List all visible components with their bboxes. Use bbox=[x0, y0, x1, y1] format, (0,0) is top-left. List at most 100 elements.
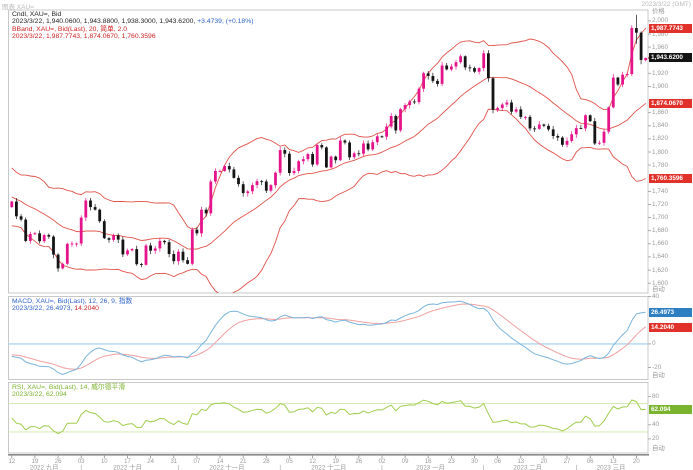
price-tick-label: 1,600 bbox=[652, 279, 668, 287]
price-tick-label: 1,780 bbox=[652, 161, 668, 169]
candle-body bbox=[177, 251, 180, 262]
candle-body bbox=[454, 62, 458, 67]
macd-signal-badge: 14.2040 bbox=[649, 322, 692, 332]
candle-body bbox=[260, 181, 264, 183]
time-tick-day-label: 30 bbox=[471, 459, 478, 465]
time-tick-day-label: 03 bbox=[78, 459, 85, 465]
time-tick-day-label: 14 bbox=[217, 459, 224, 465]
candle-body bbox=[528, 116, 532, 129]
price-tick-label: 1,900 bbox=[652, 83, 668, 90]
candle-body bbox=[533, 128, 536, 130]
candle-body bbox=[28, 234, 32, 241]
candle-body bbox=[491, 78, 495, 110]
price-tick-label: 1,620 bbox=[652, 266, 668, 274]
candle-body bbox=[422, 73, 425, 89]
rsi-series-label: RSI, XAU=, Bid(Last), 14, 威尔德平滑 bbox=[12, 384, 126, 391]
candle-body bbox=[524, 116, 527, 118]
price-tick-label: 1,820 bbox=[652, 135, 668, 143]
price-tick-label: 1,680 bbox=[652, 227, 668, 235]
candle-body bbox=[436, 80, 439, 84]
time-tick-day-label: 21 bbox=[240, 459, 247, 465]
price-axis-auto-label[interactable]: 自动 bbox=[652, 286, 665, 293]
change-values: +3.4739, (+0.18%) bbox=[197, 18, 254, 26]
time-axis-month-label: 2023 一月 bbox=[416, 464, 445, 470]
candle-body bbox=[315, 145, 319, 165]
macd-signal-value: 14.2040 bbox=[74, 304, 99, 312]
time-tick-day-label: 06 bbox=[494, 459, 501, 465]
candle-body bbox=[251, 185, 254, 192]
macd-tick-label: 0 bbox=[652, 340, 656, 348]
candle-body bbox=[255, 181, 259, 186]
candle-body bbox=[371, 142, 375, 150]
candle-body bbox=[412, 101, 416, 103]
candle-body bbox=[121, 239, 125, 255]
candle-body bbox=[561, 137, 564, 145]
candle-body bbox=[38, 233, 41, 242]
candle-body bbox=[297, 161, 301, 171]
time-tick-day-label: 10 bbox=[101, 459, 108, 465]
bband-values: 2023/3/22, 1,987.7743, 1,874.0670, 1,760… bbox=[12, 33, 156, 41]
time-tick-day-label: 20 bbox=[633, 459, 640, 465]
candle-body bbox=[190, 229, 194, 264]
month-separator: | bbox=[178, 465, 180, 470]
candles-layer bbox=[10, 14, 648, 272]
candle-body bbox=[10, 201, 14, 208]
candle-body bbox=[283, 150, 287, 154]
candle-body bbox=[223, 166, 226, 171]
candle-body bbox=[380, 136, 384, 138]
candle-body bbox=[366, 143, 370, 150]
candle-body bbox=[621, 74, 624, 85]
price-axis-title: 价格 bbox=[652, 8, 665, 15]
candle-body bbox=[426, 73, 430, 76]
price-tick-label: 1,980 bbox=[652, 30, 668, 38]
price-tick-label: 1,700 bbox=[652, 214, 668, 222]
price-tick-label: 1,860 bbox=[652, 109, 668, 117]
candle-body bbox=[19, 216, 23, 220]
month-separator: | bbox=[381, 465, 383, 470]
candle-body bbox=[264, 181, 268, 191]
candle-body bbox=[579, 128, 583, 129]
time-tick-day-label: 24 bbox=[147, 459, 154, 465]
candle-body bbox=[241, 184, 245, 194]
main-panel-legend: Cndl, XAU=, Bid 2023/3/22, 1,940.0600, 1… bbox=[12, 11, 254, 41]
candle-body bbox=[519, 109, 523, 117]
candle-body bbox=[547, 125, 550, 130]
candle-body bbox=[93, 207, 97, 210]
macd-value: 2023/3/22, 26.4973, bbox=[12, 304, 75, 312]
candle-body bbox=[79, 217, 83, 244]
candle-body bbox=[394, 116, 398, 131]
candle-body bbox=[611, 77, 615, 108]
time-tick-day-label: 17 bbox=[124, 459, 131, 465]
candle-body bbox=[278, 150, 282, 173]
candle-body bbox=[246, 191, 250, 193]
candle-body bbox=[487, 53, 490, 79]
time-axis-month-label: 2022 十二月 bbox=[311, 463, 346, 470]
time-tick-day-label: 27 bbox=[564, 459, 571, 465]
rsi-axis-auto-label[interactable]: 自动 bbox=[652, 445, 665, 452]
candle-body bbox=[338, 140, 342, 161]
price-tick-label: 1,660 bbox=[652, 240, 668, 248]
candle-body bbox=[84, 200, 88, 218]
candle-body bbox=[75, 243, 78, 245]
candle-body bbox=[56, 254, 60, 269]
main-plot-area[interactable] bbox=[8, 10, 648, 294]
candle-body bbox=[348, 142, 351, 158]
macd-axis-auto-label[interactable]: 自动 bbox=[652, 371, 665, 379]
candle-body bbox=[635, 28, 638, 33]
candle-body bbox=[195, 229, 199, 234]
candle-body bbox=[473, 68, 476, 72]
chart-tab-label[interactable]: 图表 XAU= bbox=[2, 4, 34, 11]
candle-body bbox=[500, 104, 504, 109]
candle-body bbox=[130, 249, 134, 251]
candle-body bbox=[463, 56, 467, 68]
time-tick-day-label: 23 bbox=[448, 459, 455, 465]
candle-body bbox=[616, 77, 620, 85]
candle-body bbox=[408, 101, 412, 106]
candle-body bbox=[334, 156, 338, 161]
candle-body bbox=[70, 243, 74, 245]
candle-body bbox=[468, 67, 472, 69]
rsi-line bbox=[11, 399, 646, 435]
candle-body bbox=[431, 76, 435, 81]
candle-body bbox=[163, 240, 166, 243]
time-axis[interactable] bbox=[8, 454, 648, 470]
